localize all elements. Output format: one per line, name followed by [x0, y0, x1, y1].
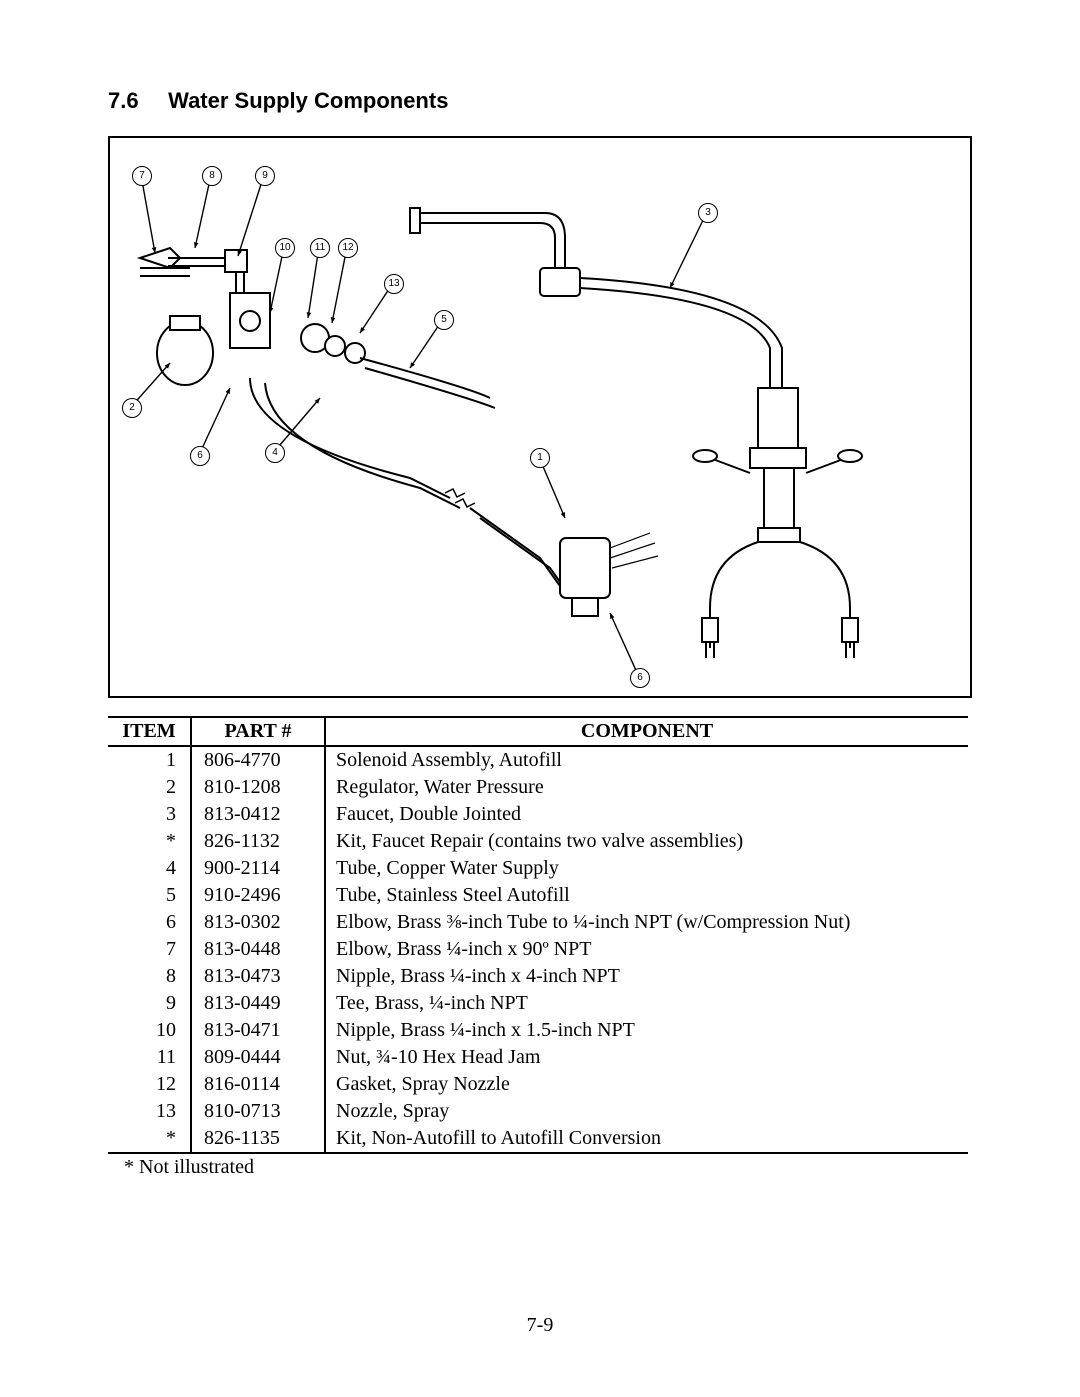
callout-2: 2 — [122, 398, 142, 418]
cell-component: Elbow, Brass ⅜-inch Tube to ¼-inch NPT (… — [325, 909, 968, 936]
table-header-row: ITEM PART # COMPONENT — [108, 717, 968, 746]
cell-part: 826-1135 — [191, 1125, 325, 1153]
table-row: 9813-0449Tee, Brass, ¼-inch NPT — [108, 990, 968, 1017]
cell-component: Gasket, Spray Nozzle — [325, 1071, 968, 1098]
cell-part: 813-0449 — [191, 990, 325, 1017]
table-row: 6813-0302Elbow, Brass ⅜-inch Tube to ¼-i… — [108, 909, 968, 936]
table-row: 8813-0473Nipple, Brass ¼-inch x 4-inch N… — [108, 963, 968, 990]
callout-8: 8 — [202, 166, 222, 186]
cell-item: 13 — [108, 1098, 191, 1125]
table-row: 7813-0448Elbow, Brass ¼-inch x 90º NPT — [108, 936, 968, 963]
cell-part: 806-4770 — [191, 746, 325, 774]
section-number: 7.6 — [108, 88, 162, 114]
cell-part: 813-0302 — [191, 909, 325, 936]
cell-item: 10 — [108, 1017, 191, 1044]
cell-item: 5 — [108, 882, 191, 909]
cell-item: 3 — [108, 801, 191, 828]
cell-component: Nozzle, Spray — [325, 1098, 968, 1125]
callout-4: 4 — [265, 443, 285, 463]
cell-component: Elbow, Brass ¼-inch x 90º NPT — [325, 936, 968, 963]
cell-part: 813-0412 — [191, 801, 325, 828]
callout-6: 6 — [630, 668, 650, 688]
cell-component: Tee, Brass, ¼-inch NPT — [325, 990, 968, 1017]
cell-item: 6 — [108, 909, 191, 936]
cell-part: 813-0471 — [191, 1017, 325, 1044]
table-row: 10813-0471Nipple, Brass ¼-inch x 1.5-inc… — [108, 1017, 968, 1044]
exploded-diagram: 7 8 9 10 11 12 13 5 3 2 6 4 1 6 — [108, 136, 972, 698]
section-title: Water Supply Components — [168, 88, 448, 113]
cell-item: 12 — [108, 1071, 191, 1098]
callout-10: 10 — [275, 238, 295, 258]
cell-part: 816-0114 — [191, 1071, 325, 1098]
table-row: *826-1132Kit, Faucet Repair (contains tw… — [108, 828, 968, 855]
table-row: 13810-0713Nozzle, Spray — [108, 1098, 968, 1125]
cell-component: Kit, Faucet Repair (contains two valve a… — [325, 828, 968, 855]
cell-part: 810-1208 — [191, 774, 325, 801]
cell-item: * — [108, 828, 191, 855]
cell-item: 2 — [108, 774, 191, 801]
footnote: * Not illustrated — [108, 1156, 972, 1179]
cell-item: * — [108, 1125, 191, 1153]
cell-component: Tube, Copper Water Supply — [325, 855, 968, 882]
callout-9: 9 — [255, 166, 275, 186]
cell-item: 11 — [108, 1044, 191, 1071]
table-row: *826-1135Kit, Non-Autofill to Autofill C… — [108, 1125, 968, 1153]
cell-component: Nipple, Brass ¼-inch x 1.5-inch NPT — [325, 1017, 968, 1044]
cell-component: Regulator, Water Pressure — [325, 774, 968, 801]
cell-component: Nut, ¾-10 Hex Head Jam — [325, 1044, 968, 1071]
callout-5: 5 — [434, 310, 454, 330]
callout-1: 1 — [530, 448, 550, 468]
callout-7: 7 — [132, 166, 152, 186]
cell-part: 813-0473 — [191, 963, 325, 990]
cell-part: 810-0713 — [191, 1098, 325, 1125]
callout-3: 3 — [698, 203, 718, 223]
parts-table: ITEM PART # COMPONENT 1806-4770Solenoid … — [108, 716, 968, 1154]
cell-part: 910-2496 — [191, 882, 325, 909]
col-header-component: COMPONENT — [325, 717, 968, 746]
cell-item: 9 — [108, 990, 191, 1017]
cell-item: 1 — [108, 746, 191, 774]
cell-item: 4 — [108, 855, 191, 882]
table-row: 2810-1208Regulator, Water Pressure — [108, 774, 968, 801]
table-row: 3813-0412Faucet, Double Jointed — [108, 801, 968, 828]
callout-6: 6 — [190, 446, 210, 466]
cell-item: 8 — [108, 963, 191, 990]
cell-component: Nipple, Brass ¼-inch x 4-inch NPT — [325, 963, 968, 990]
cell-part: 900-2114 — [191, 855, 325, 882]
callout-12: 12 — [338, 238, 358, 258]
cell-component: Solenoid Assembly, Autofill — [325, 746, 968, 774]
table-row: 5910-2496Tube, Stainless Steel Autofill — [108, 882, 968, 909]
callout-13: 13 — [384, 274, 404, 294]
col-header-item: ITEM — [108, 717, 191, 746]
page-number: 7-9 — [0, 1314, 1080, 1337]
section-heading: 7.6 Water Supply Components — [108, 88, 972, 114]
callout-11: 11 — [310, 238, 330, 258]
cell-part: 826-1132 — [191, 828, 325, 855]
cell-item: 7 — [108, 936, 191, 963]
cell-component: Faucet, Double Jointed — [325, 801, 968, 828]
diagram-svg — [110, 138, 970, 696]
table-row: 12816-0114Gasket, Spray Nozzle — [108, 1071, 968, 1098]
table-row: 11809-0444Nut, ¾-10 Hex Head Jam — [108, 1044, 968, 1071]
cell-part: 813-0448 — [191, 936, 325, 963]
cell-part: 809-0444 — [191, 1044, 325, 1071]
table-row: 4900-2114Tube, Copper Water Supply — [108, 855, 968, 882]
table-row: 1806-4770Solenoid Assembly, Autofill — [108, 746, 968, 774]
cell-component: Kit, Non-Autofill to Autofill Conversion — [325, 1125, 968, 1153]
col-header-part: PART # — [191, 717, 325, 746]
cell-component: Tube, Stainless Steel Autofill — [325, 882, 968, 909]
